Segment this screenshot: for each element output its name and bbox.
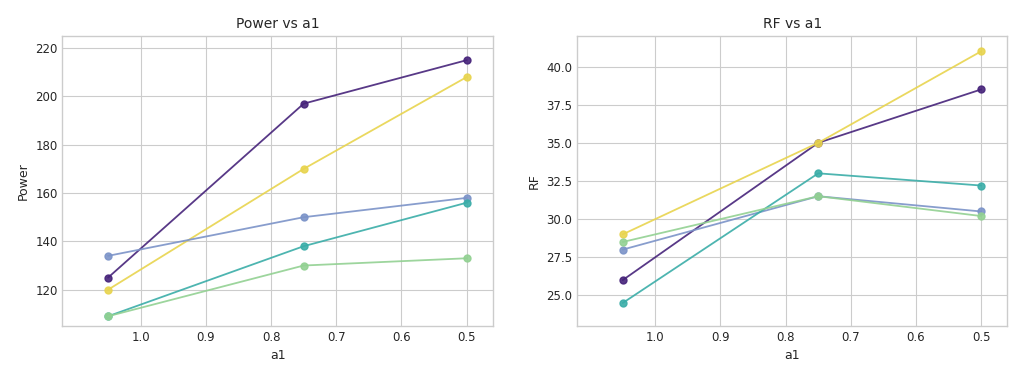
Title: Power vs a1: Power vs a1 [236,17,319,31]
Y-axis label: RF: RF [527,173,541,189]
Y-axis label: Power: Power [16,162,30,200]
X-axis label: a1: a1 [269,349,286,362]
X-axis label: a1: a1 [784,349,800,362]
Title: RF vs a1: RF vs a1 [763,17,822,31]
